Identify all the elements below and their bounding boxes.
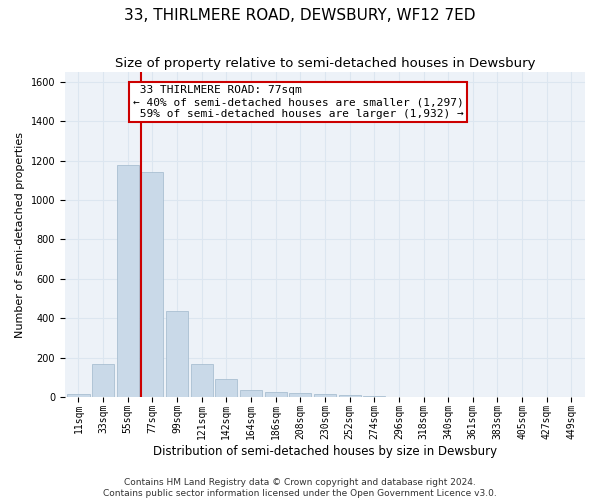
Bar — [338, 396, 361, 398]
Bar — [142, 172, 163, 398]
Bar — [166, 310, 188, 398]
Y-axis label: Number of semi-detached properties: Number of semi-detached properties — [15, 132, 25, 338]
Bar — [265, 392, 287, 398]
Bar — [215, 378, 238, 398]
Bar — [388, 397, 410, 398]
Bar — [289, 393, 311, 398]
Bar — [363, 396, 385, 398]
Bar — [314, 394, 336, 398]
X-axis label: Distribution of semi-detached houses by size in Dewsbury: Distribution of semi-detached houses by … — [153, 444, 497, 458]
Text: 33, THIRLMERE ROAD, DEWSBURY, WF12 7ED: 33, THIRLMERE ROAD, DEWSBURY, WF12 7ED — [124, 8, 476, 22]
Bar — [240, 390, 262, 398]
Bar — [116, 166, 139, 398]
Bar — [191, 364, 213, 398]
Text: Contains HM Land Registry data © Crown copyright and database right 2024.
Contai: Contains HM Land Registry data © Crown c… — [103, 478, 497, 498]
Title: Size of property relative to semi-detached houses in Dewsbury: Size of property relative to semi-detach… — [115, 58, 535, 70]
Bar — [92, 364, 114, 398]
Bar — [67, 394, 89, 398]
Text: 33 THIRLMERE ROAD: 77sqm
← 40% of semi-detached houses are smaller (1,297)
 59% : 33 THIRLMERE ROAD: 77sqm ← 40% of semi-d… — [133, 86, 463, 118]
